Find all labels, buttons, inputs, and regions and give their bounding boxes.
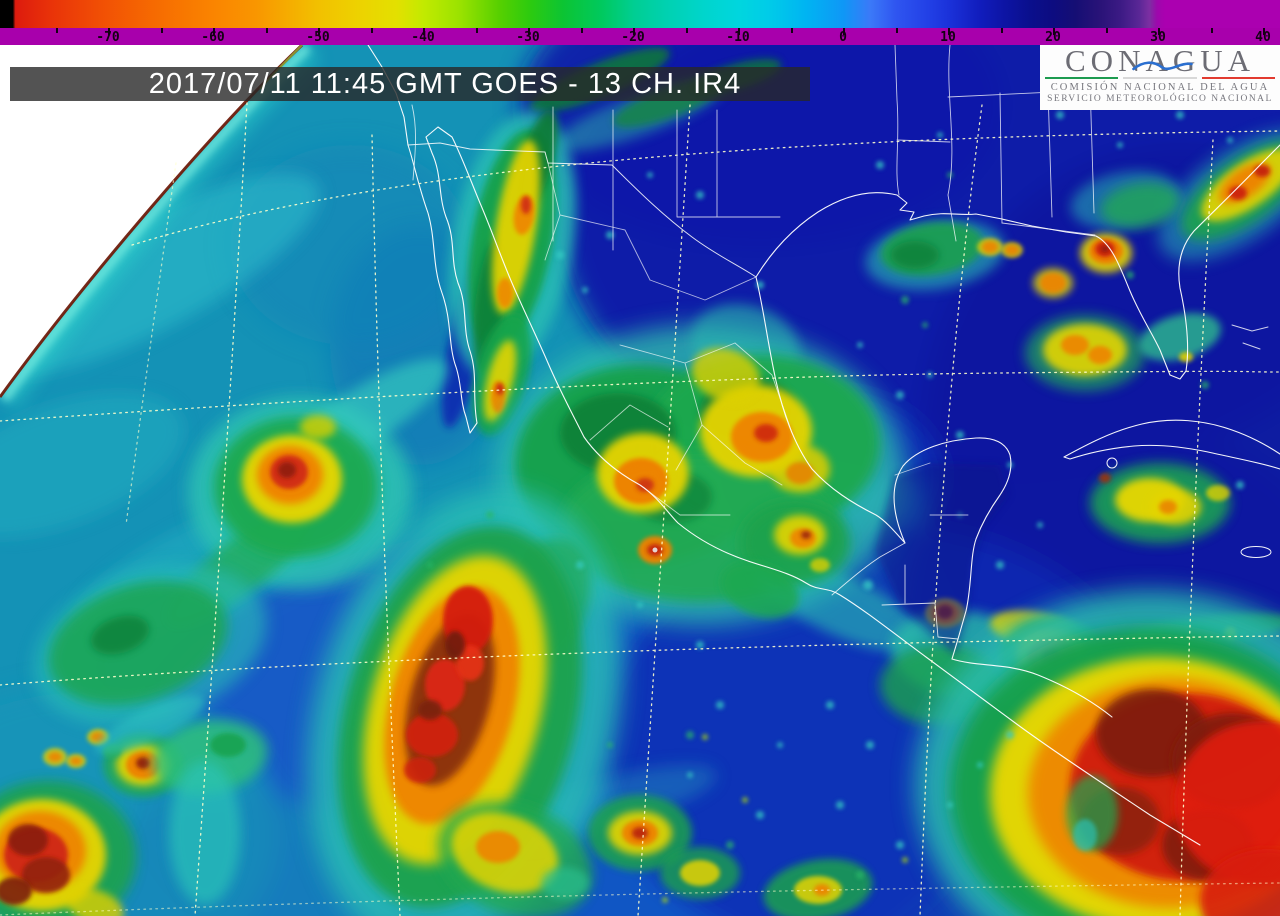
latlon-grid (0, 102, 1280, 916)
scale-minor-tick (1105, 28, 1108, 33)
yucatan-land (875, 463, 1008, 655)
scale-tick-label: -20 (621, 30, 645, 45)
temperature-colorbar (0, 0, 1280, 28)
scale-major-tick (843, 28, 845, 35)
rule-gray-segment (1123, 77, 1197, 79)
scale-tick-label: 40 (1255, 30, 1271, 45)
scale-tick-label: -50 (306, 30, 330, 45)
scale-major-tick (423, 28, 425, 35)
scale-major-tick (738, 28, 740, 35)
scale-minor-tick (685, 28, 688, 33)
scale-tick-label: -10 (726, 30, 750, 45)
scale-major-tick (1053, 28, 1055, 35)
scale-minor-tick (1210, 28, 1213, 33)
logo-subtitle-1: COMISIÓN NACIONAL DEL AGUA (1050, 82, 1270, 93)
scale-major-tick (108, 28, 110, 35)
scale-minor-tick (790, 28, 793, 33)
scale-tick-label: 0 (839, 30, 847, 45)
cloud-field (0, 47, 1280, 916)
scale-major-tick (1263, 28, 1265, 35)
scale-tick-label: 20 (1045, 30, 1061, 45)
scale-minor-tick (55, 28, 58, 33)
cloud-specks (427, 111, 1244, 903)
temperature-scale: -70 -60 -50 -40 -30 -20 -10 0 10 20 30 40 (0, 28, 1280, 45)
scale-tick-label: -30 (516, 30, 540, 45)
scale-minor-tick (160, 28, 163, 33)
scale-major-tick (318, 28, 320, 35)
scale-major-tick (948, 28, 950, 35)
scale-major-tick (1158, 28, 1160, 35)
scale-tick-label: -40 (411, 30, 435, 45)
logo-subtitle-2: SERVICIO METEOROLÓGICO NACIONAL (1047, 94, 1273, 104)
coastlines (367, 45, 1280, 846)
rule-red-segment (1201, 77, 1275, 79)
rule-green-segment (1045, 77, 1119, 79)
scale-minor-tick (265, 28, 268, 33)
satellite-image: 2017/07/11 11:45 GMT GOES - 13 CH. IR4 C… (0, 45, 1280, 916)
scale-minor-tick (580, 28, 583, 33)
scale-tick-label: -60 (201, 30, 225, 45)
conagua-wordmark: CONAGUA (1040, 45, 1280, 78)
conagua-logo: CONAGUA COMISIÓN NACIONAL DEL AGUA SERVI… (1040, 45, 1280, 110)
satellite-scene (0, 45, 1280, 916)
scale-minor-tick (1000, 28, 1003, 33)
scale-major-tick (213, 28, 215, 35)
scale-minor-tick (370, 28, 373, 33)
scale-minor-tick (895, 28, 898, 33)
scale-major-tick (633, 28, 635, 35)
conagua-wordmark-text: CONAGUA (1065, 45, 1255, 78)
scale-minor-tick (475, 28, 478, 33)
image-title-bar: 2017/07/11 11:45 GMT GOES - 13 CH. IR4 (10, 67, 810, 101)
scale-major-tick (528, 28, 530, 35)
timestamp-title: 2017/07/11 11:45 GMT GOES - 13 CH. IR4 (148, 67, 742, 100)
scale-tick-label: 30 (1150, 30, 1166, 45)
tricolor-rule (1045, 77, 1275, 79)
scale-tick-label: -70 (96, 30, 120, 45)
scale-tick-label: 10 (940, 30, 956, 45)
